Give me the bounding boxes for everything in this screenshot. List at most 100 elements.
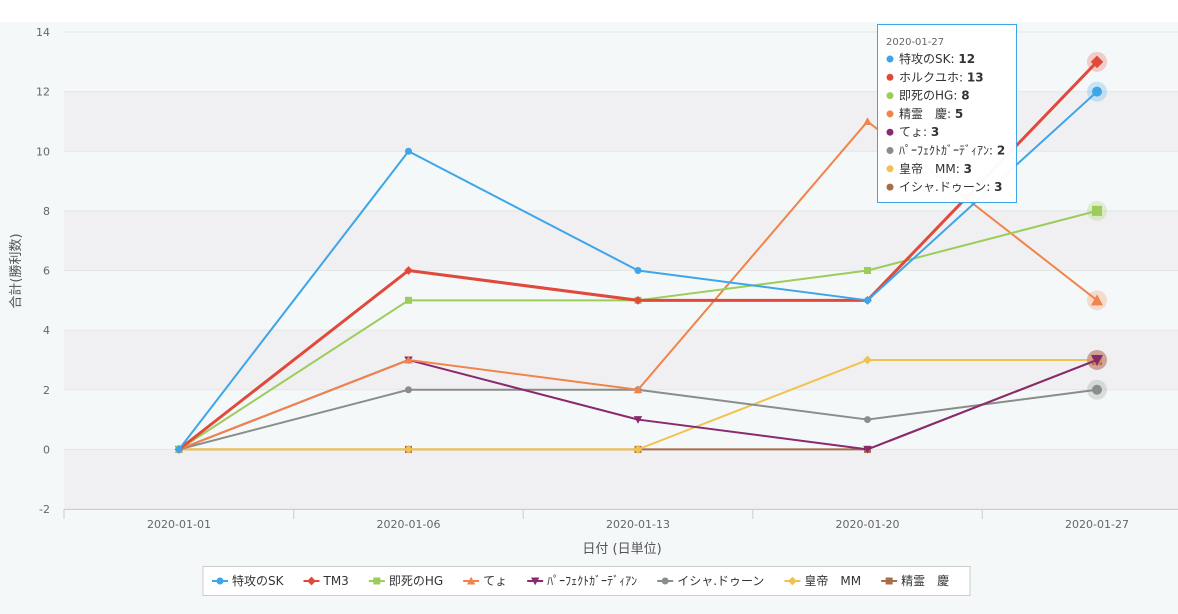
data-point [633, 295, 643, 305]
tooltip-name: 特攻のSK: [899, 51, 958, 66]
tooltip-label: イシャ.ドゥーン: 3 [899, 180, 1002, 194]
y-tick-label: 12 [36, 86, 50, 99]
tooltip-row: てょ: 3 [886, 125, 939, 139]
tooltip-box [877, 24, 1017, 203]
tooltip-dot [886, 55, 894, 63]
tooltip-name: 即死のHG: [899, 89, 961, 103]
tooltip-dot [886, 183, 894, 191]
data-point [175, 445, 183, 453]
legend-marker [530, 577, 540, 586]
data-point [864, 416, 871, 424]
tooltip-row: イシャ.ドゥーン: 3 [886, 180, 1002, 194]
y-tick-label: 14 [36, 26, 50, 39]
data-point [405, 296, 412, 304]
tooltip-value: 8 [961, 89, 969, 103]
legend-label: ﾊﾟｰﾌｪｸﾄｶﾞｰﾃﾞｨｱﾝ [547, 574, 637, 588]
data-point [1091, 294, 1103, 306]
legend-label: イシャ.ドゥーン [677, 574, 764, 588]
data-point [1091, 354, 1103, 366]
plot-band [64, 389, 1178, 450]
data-point [404, 266, 413, 275]
legend-label: 特攻のSK [232, 573, 285, 588]
legend-marker [307, 576, 316, 586]
x-tick-label: 2020-01-13 [606, 518, 670, 531]
legend-item: 皇帝 MM [784, 573, 861, 588]
x-tick-label: 2020-01-06 [377, 518, 441, 531]
tooltip-label: 即死のHG: 8 [899, 89, 970, 103]
legend-item: てょ [463, 574, 507, 588]
tooltip-name: 皇帝 MM: [899, 161, 964, 176]
tooltip-name: イシャ.ドゥーン: [899, 180, 994, 194]
data-point [404, 355, 413, 364]
x-tick-label: 2020-01-20 [836, 518, 900, 531]
tooltip-row: 特攻のSK: 12 [886, 51, 975, 66]
legend-marker [466, 576, 476, 585]
series-0 [175, 81, 1107, 453]
tooltip-value: 3 [964, 162, 972, 176]
tooltip-value: 3 [931, 125, 939, 139]
y-tick-label: 10 [36, 145, 50, 158]
data-point [864, 296, 871, 304]
x-axis-title: 日付 (日単位) [582, 541, 661, 557]
legend-item: イシャ.ドゥーン [657, 574, 764, 588]
tooltip-value: 5 [955, 107, 963, 121]
legend-marker [788, 576, 797, 586]
x-tick-label: 2020-01-27 [1065, 518, 1129, 531]
tooltip-dot [886, 147, 894, 154]
legend-label: TM3 [323, 574, 349, 588]
legend-item: 即死のHG [368, 574, 443, 588]
data-point [633, 445, 643, 454]
tooltip-dot [886, 165, 894, 173]
y-tick-label: 0 [43, 443, 50, 456]
tooltip-row: 皇帝 MM: 3 [886, 161, 972, 176]
data-point [864, 267, 871, 274]
tooltip-name: ﾊﾟｰﾌｪｸﾄｶﾞｰﾃﾞｨｱﾝ: [899, 144, 997, 158]
data-point [404, 445, 413, 454]
data-point [1092, 384, 1102, 395]
x-axis: 2020-01-01 2020-01-06 2020-01-13 2020-01-20… [63, 509, 1178, 531]
tooltip-name: ホルクユホ: [899, 70, 967, 84]
y-tick-label: 8 [43, 205, 50, 218]
tooltip-date: 2020-01-27 [886, 37, 944, 48]
legend-marker [373, 577, 381, 585]
data-point [863, 445, 872, 454]
tooltip-dot [886, 110, 894, 118]
plot-band [64, 449, 1178, 509]
tooltip-row: 即死のHG: 8 [886, 89, 970, 103]
x-tick-label: 2020-01-01 [147, 518, 211, 531]
tooltip: 2020-01-27 特攻のSK: 12 ホルクユホ: 13 即死のHG: 8 精霊 慶… [877, 24, 1017, 203]
tooltip-row: ホルクユホ: 13 [886, 70, 984, 84]
data-point [405, 147, 412, 155]
tooltip-label: ホルクユホ: 13 [899, 70, 984, 84]
legend-item: ﾊﾟｰﾌｪｸﾄｶﾞｰﾃﾞｨｱﾝ [527, 574, 637, 588]
tooltip-value: 12 [958, 52, 975, 66]
data-point [863, 355, 872, 365]
y-tick-label: 2 [43, 384, 50, 397]
data-point [634, 267, 642, 274]
legend-item: 特攻のSK [212, 573, 285, 588]
legend-label: 皇帝 MM [804, 573, 861, 588]
legend-item: TM3 [303, 574, 349, 588]
data-point [1092, 86, 1102, 97]
tooltip-row: 精霊 慶: 5 [886, 107, 963, 121]
tooltip-name: てょ: [899, 125, 931, 139]
legend-marker [216, 577, 224, 585]
tooltip-label: 特攻のSK: 12 [899, 51, 975, 66]
y-tick-label: -2 [39, 503, 50, 516]
legend-box [202, 566, 971, 596]
legend-label: 即死のHG [389, 574, 443, 588]
tooltip-dot [886, 73, 894, 81]
legend-label: てょ [483, 574, 507, 588]
tooltip-label: ﾊﾟｰﾌｪｸﾄｶﾞｰﾃﾞｨｱﾝ: 2 [899, 144, 1005, 158]
legend-label: 精霊 慶 [901, 574, 949, 588]
legend-marker [885, 577, 893, 585]
data-point [1090, 55, 1104, 69]
tooltip-dot [886, 128, 894, 136]
tooltip-value: 3 [994, 180, 1002, 194]
data-point [633, 416, 643, 424]
data-point [405, 386, 412, 394]
tooltip-label: てょ: 3 [899, 125, 939, 139]
data-point [863, 117, 872, 125]
y-axis-title: 合計(勝利数) [8, 233, 24, 308]
legend-item: 精霊 慶 [881, 574, 949, 588]
